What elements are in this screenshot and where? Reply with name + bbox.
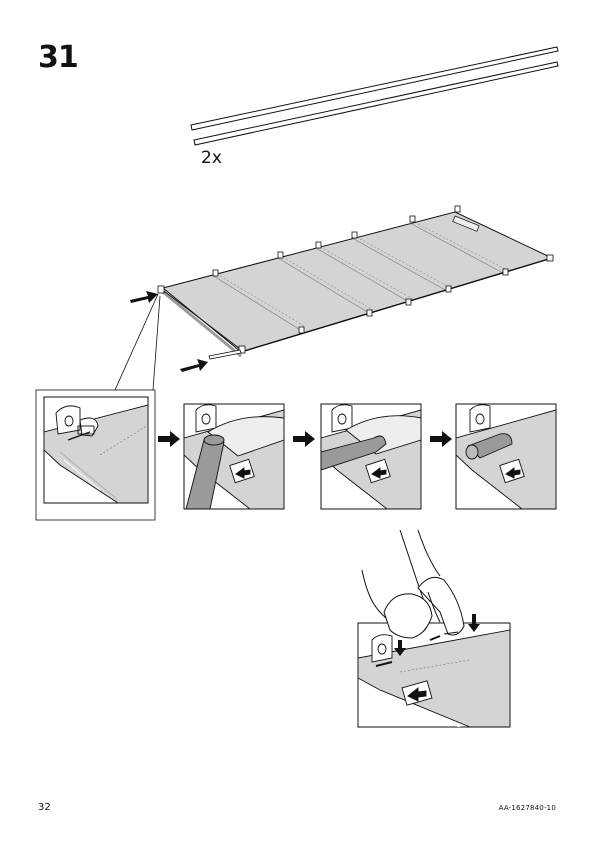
detail-panel-2 (183, 403, 285, 510)
arrow-right-icon (130, 291, 208, 372)
rods-pair (190, 46, 559, 146)
label-arrow-icon (407, 687, 427, 702)
hand-press-detail (357, 529, 511, 728)
detail-callout-lines (114, 293, 161, 391)
blind-fabric-panel (157, 205, 554, 360)
document-id: AA-1627840-10 (498, 804, 556, 812)
label-arrow-icon (371, 467, 387, 479)
arrow-right-icon (158, 431, 452, 447)
label-arrow-icon (505, 467, 521, 479)
label-arrow-icon (235, 467, 251, 479)
rod-quantity-label: 2x (201, 148, 222, 168)
detail-panel-4 (455, 403, 557, 510)
detail-panel-1 (35, 389, 156, 521)
step-number: 31 (38, 40, 79, 75)
detail-panel-3 (320, 403, 422, 510)
arrow-down-icon (394, 640, 406, 656)
page-number: 32 (38, 802, 51, 813)
arrow-down-icon (468, 614, 480, 632)
